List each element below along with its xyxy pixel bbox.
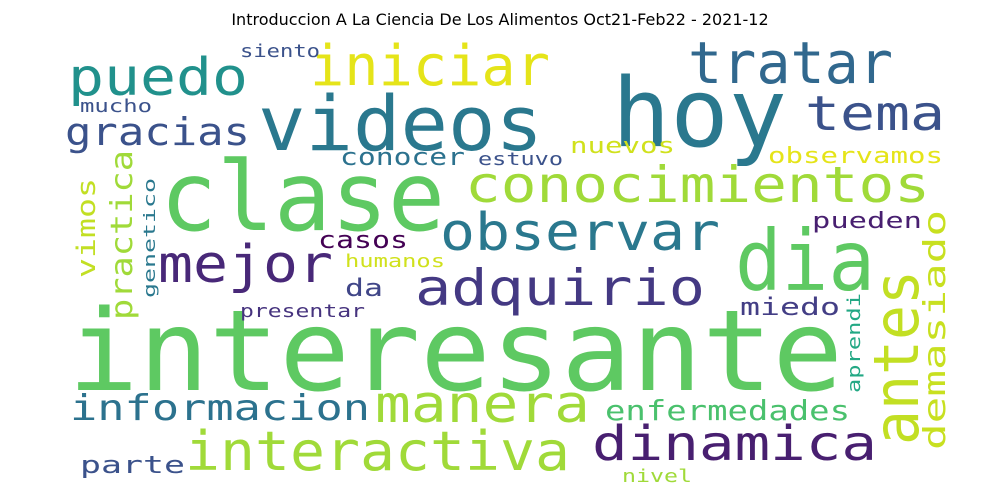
word-nivel: nivel <box>622 466 692 487</box>
word-adquirio: adquirio <box>415 259 705 317</box>
word-tratar: tratar <box>688 29 893 97</box>
word-vimos: vimos <box>72 178 102 278</box>
word-dinamica: dinamica <box>592 416 877 472</box>
word-dia: dia <box>735 212 875 310</box>
word-practica: practica <box>105 150 140 320</box>
word-iniciar: iniciar <box>310 34 550 99</box>
word-observamos: observamos <box>768 144 943 169</box>
word-antes: antes <box>860 270 933 445</box>
word-clase: clase <box>160 141 445 253</box>
word-tema: tema <box>805 86 945 142</box>
word-genetico: genetico <box>140 178 159 298</box>
word-siento: siento <box>240 41 320 62</box>
word-hoy: hoy <box>612 59 787 169</box>
word-interactiva: interactiva <box>185 420 570 483</box>
word-manera: manera <box>375 375 590 435</box>
word-mejor: mejor <box>158 235 333 295</box>
word-humanos: humanos <box>345 251 445 272</box>
chart-title: Introduccion A La Ciencia De Los Aliment… <box>231 10 769 29</box>
word-enfermedades: enfermedades <box>605 394 850 427</box>
word-parte: parte <box>80 451 185 479</box>
word-aprendi: aprendi <box>844 293 865 393</box>
word-gracias: gracias <box>65 110 250 154</box>
word-informacion: informacion <box>70 388 370 429</box>
word-pueden: pueden <box>812 209 922 234</box>
word-da: da <box>345 274 383 302</box>
word-videos: videos <box>258 79 543 168</box>
word-casos: casos <box>318 226 408 254</box>
word-miedo: miedo <box>740 293 840 321</box>
word-estuvo: estuvo <box>478 149 563 170</box>
word-nuevos: nuevos <box>570 134 675 159</box>
word-puedo: puedo <box>68 48 248 108</box>
word-observar: observar <box>440 203 720 263</box>
word-conocer: conocer <box>340 143 465 171</box>
word-presentar: presentar <box>240 301 365 322</box>
word-demasiado: demasiado <box>918 210 953 450</box>
word-conocimientos: conocimientos <box>465 156 930 214</box>
word-mucho: mucho <box>80 96 152 117</box>
word-interesante: interesante <box>68 287 843 417</box>
